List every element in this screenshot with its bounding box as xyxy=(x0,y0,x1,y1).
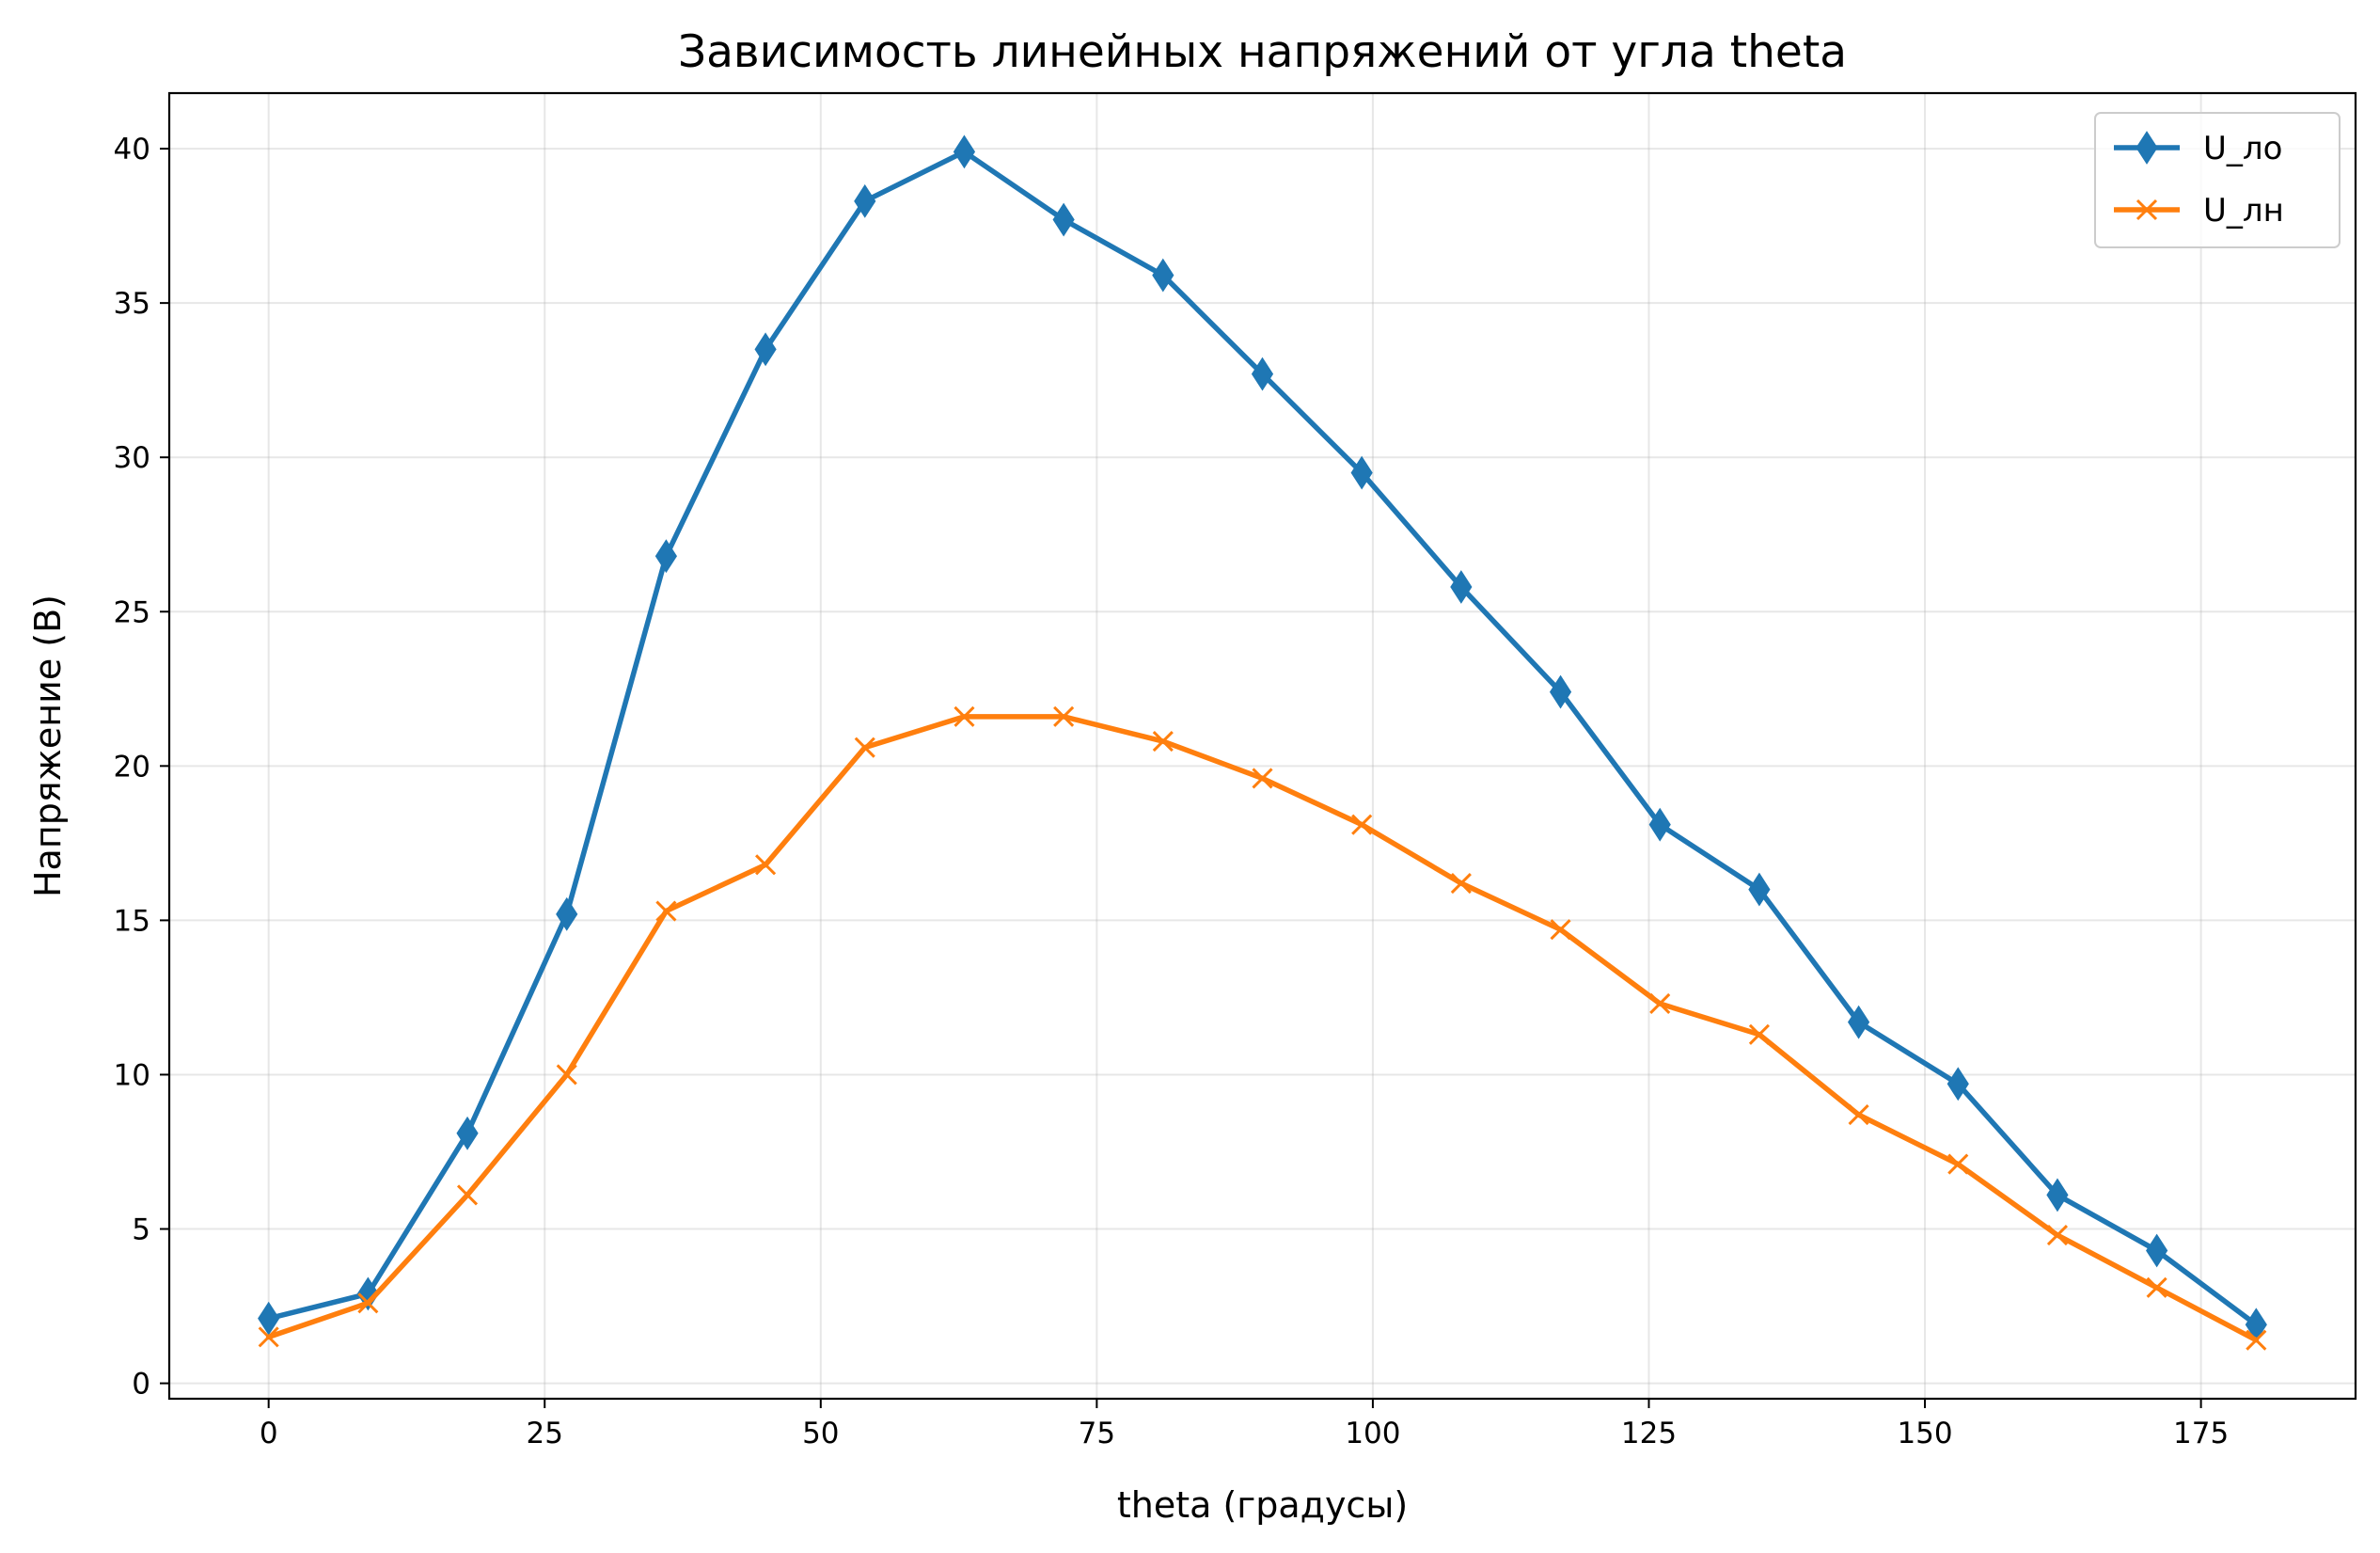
series-1 xyxy=(258,135,2267,1342)
data-point xyxy=(1251,357,1274,391)
y-tick-label: 15 xyxy=(114,904,150,938)
data-point xyxy=(854,183,876,218)
data-point xyxy=(1549,674,1572,709)
data-point xyxy=(1848,1104,1869,1126)
legend-item: U_лн xyxy=(2114,192,2284,230)
data-point xyxy=(456,1184,479,1206)
data-point xyxy=(357,1292,379,1314)
y-tick-label: 40 xyxy=(114,133,150,166)
data-point xyxy=(1649,992,1671,1015)
data-point xyxy=(1748,1023,1770,1045)
x-tick-label: 0 xyxy=(260,1417,278,1450)
y-tick-label: 25 xyxy=(114,595,150,629)
chart-title: Зависимость линейных напряжений от угла … xyxy=(678,26,1847,78)
data-point xyxy=(1052,202,1075,237)
legend-label: U_лн xyxy=(2203,192,2284,230)
grid xyxy=(169,93,2356,1399)
y-tick-label: 35 xyxy=(114,287,150,321)
data-point xyxy=(258,1326,279,1348)
axes: 0 25 50 75 100 125 150 175 0 5 10 15 20 25 30 35 40 xyxy=(114,133,2230,1450)
data-point xyxy=(356,1276,379,1311)
data-point xyxy=(1550,919,1571,941)
y-tick-label: 10 xyxy=(114,1058,150,1092)
x-axis-title: theta (градусы) xyxy=(1117,1484,1408,1526)
data-point xyxy=(556,1064,577,1086)
series-2 xyxy=(258,705,2267,1351)
legend-swatch-marker xyxy=(2136,198,2158,221)
y-tick-label: 5 xyxy=(132,1213,150,1247)
x-tick-label: 150 xyxy=(1897,1417,1952,1450)
data-point xyxy=(2146,1233,2168,1268)
data-point xyxy=(1648,807,1671,842)
data-point xyxy=(1947,1153,1969,1175)
data-point xyxy=(1450,872,1472,895)
data-point xyxy=(456,1116,479,1150)
data-point xyxy=(1450,570,1473,604)
data-point xyxy=(2146,1276,2167,1298)
x-tick-label: 75 xyxy=(1079,1417,1115,1450)
y-tick-label: 30 xyxy=(114,441,150,475)
data-point xyxy=(854,737,875,758)
data-point xyxy=(953,135,976,169)
x-tick-label: 125 xyxy=(1621,1417,1677,1450)
data-point xyxy=(1252,768,1273,789)
data-point xyxy=(755,854,777,876)
data-point xyxy=(654,539,678,574)
data-point xyxy=(754,332,777,367)
x-tick-label: 175 xyxy=(2173,1417,2229,1450)
legend: U_ло U_лн xyxy=(2094,112,2341,248)
plot-frame xyxy=(167,91,2357,1401)
data-point xyxy=(1053,705,1075,727)
data-point xyxy=(2046,1225,2069,1246)
y-axis-title: Напряжение (В) xyxy=(27,594,69,897)
y-tick-label: 0 xyxy=(132,1368,150,1402)
series-layer xyxy=(258,135,2267,1351)
data-point xyxy=(556,896,578,931)
x-tick-label: 25 xyxy=(527,1417,563,1450)
legend-label: U_ло xyxy=(2203,130,2282,167)
x-tick-label: 50 xyxy=(802,1417,839,1450)
data-point xyxy=(1350,455,1373,490)
data-point xyxy=(1847,1005,1870,1039)
y-tick-label: 20 xyxy=(114,750,150,784)
data-point xyxy=(1947,1067,1969,1101)
data-point xyxy=(1152,258,1174,293)
data-point xyxy=(655,900,677,922)
data-point xyxy=(1351,814,1373,835)
x-tick-label: 100 xyxy=(1345,1417,1400,1450)
legend-swatch-marker xyxy=(2136,131,2158,165)
data-point xyxy=(1748,872,1771,907)
data-point xyxy=(2246,1329,2267,1351)
data-point xyxy=(1152,731,1174,753)
legend-item: U_ло xyxy=(2114,130,2282,167)
data-point xyxy=(954,705,975,727)
data-point xyxy=(2046,1178,2069,1212)
